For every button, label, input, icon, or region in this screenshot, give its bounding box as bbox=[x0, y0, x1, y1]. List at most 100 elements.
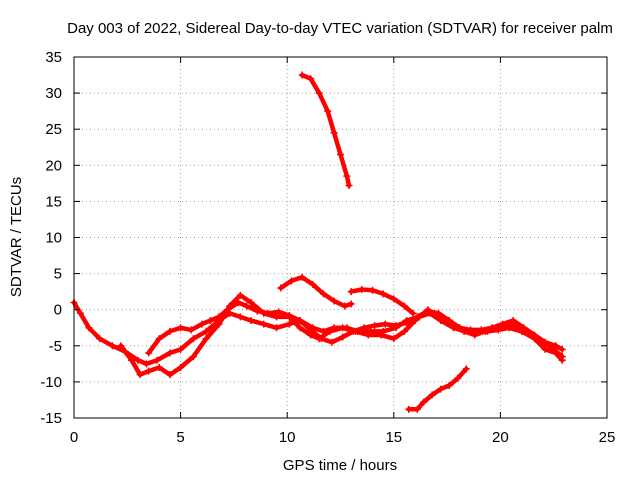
data-point bbox=[347, 300, 355, 308]
data-point bbox=[358, 285, 366, 293]
x-tick-label: 25 bbox=[599, 429, 616, 446]
y-tick-label: 5 bbox=[54, 266, 62, 283]
data-point bbox=[243, 302, 251, 310]
data-point bbox=[198, 320, 206, 328]
data-point bbox=[488, 324, 496, 332]
data-point bbox=[326, 327, 334, 335]
data-point bbox=[128, 356, 136, 364]
y-axis-label: SDTVAR / TECUs bbox=[8, 177, 25, 297]
data-point bbox=[76, 309, 84, 317]
data-point bbox=[285, 311, 293, 319]
x-tick-label: 10 bbox=[279, 429, 296, 446]
data-point bbox=[166, 327, 174, 335]
data-point bbox=[155, 335, 163, 343]
x-tick-labels: 0 5 10 15 20 25 bbox=[70, 429, 616, 446]
x-tick-label: 20 bbox=[492, 429, 509, 446]
data-point bbox=[224, 306, 232, 314]
data-point bbox=[215, 313, 223, 321]
series-track-f bbox=[299, 72, 352, 188]
data-point bbox=[499, 320, 507, 328]
data-point bbox=[189, 353, 197, 361]
data-point bbox=[187, 326, 195, 334]
data-point bbox=[153, 356, 161, 364]
data-point bbox=[343, 172, 351, 180]
data-point bbox=[435, 309, 443, 317]
plot-frame bbox=[73, 56, 608, 419]
data-point bbox=[177, 363, 185, 371]
data-point bbox=[273, 313, 281, 321]
y-tick-label: -5 bbox=[49, 338, 62, 355]
data-point bbox=[117, 342, 125, 350]
data-point bbox=[296, 324, 304, 332]
y-tick-label: 10 bbox=[45, 230, 62, 247]
y-tick-label: 20 bbox=[45, 157, 62, 174]
data-point bbox=[134, 356, 142, 364]
data-point bbox=[298, 71, 306, 79]
data-point bbox=[471, 331, 479, 339]
y-tick-label: 15 bbox=[45, 193, 62, 210]
data-point bbox=[405, 405, 413, 413]
data-point bbox=[177, 345, 185, 353]
data-point bbox=[85, 324, 93, 332]
data-point bbox=[400, 302, 408, 310]
data-point bbox=[247, 317, 255, 325]
data-point bbox=[166, 371, 174, 379]
data-point bbox=[371, 322, 379, 330]
y-tick-label: 25 bbox=[45, 121, 62, 138]
data-point bbox=[456, 324, 464, 332]
data-point bbox=[467, 326, 475, 334]
data-point bbox=[379, 290, 387, 298]
data-point bbox=[177, 324, 185, 332]
data-point bbox=[390, 335, 398, 343]
data-point bbox=[202, 327, 210, 335]
data-point bbox=[108, 342, 116, 350]
data-point bbox=[298, 273, 306, 281]
data-point bbox=[392, 322, 400, 330]
data-point bbox=[541, 338, 549, 346]
data-point bbox=[364, 331, 372, 339]
data-point bbox=[337, 150, 344, 158]
data-point bbox=[454, 374, 462, 382]
data-point bbox=[315, 89, 323, 97]
data-point bbox=[264, 309, 272, 317]
data-point bbox=[477, 326, 485, 334]
data-point bbox=[445, 317, 453, 325]
data-point bbox=[413, 405, 421, 413]
x-tick-label: 5 bbox=[176, 429, 184, 446]
data-point bbox=[202, 335, 210, 343]
data-point bbox=[339, 324, 347, 332]
data-point bbox=[136, 371, 144, 379]
data-point bbox=[403, 319, 411, 327]
data-point bbox=[330, 297, 338, 305]
axis-ticks bbox=[73, 56, 608, 419]
data-point bbox=[390, 295, 398, 303]
data-point bbox=[347, 288, 355, 296]
data-point bbox=[317, 335, 325, 343]
data-point bbox=[275, 308, 283, 316]
data-point bbox=[296, 317, 304, 325]
data-point bbox=[309, 280, 317, 288]
data-point bbox=[260, 320, 268, 328]
data-point bbox=[437, 385, 445, 393]
y-tick-label: -15 bbox=[40, 410, 62, 427]
y-tick-labels: -15 -10 -5 0 5 10 15 20 25 30 35 bbox=[40, 49, 62, 427]
series-track-g bbox=[406, 366, 469, 412]
y-tick-label: 30 bbox=[45, 85, 62, 102]
data-point bbox=[413, 313, 421, 321]
x-axis-label: GPS time / hours bbox=[283, 457, 397, 474]
data-point bbox=[236, 313, 244, 321]
data-point bbox=[285, 320, 293, 328]
data-series bbox=[70, 71, 566, 413]
data-point bbox=[368, 286, 376, 294]
grid-lines bbox=[74, 57, 607, 418]
data-point bbox=[345, 182, 353, 190]
chart-title: Day 003 of 2022, Sidereal Day-to-day VTE… bbox=[67, 20, 613, 37]
data-point bbox=[531, 331, 539, 339]
data-point bbox=[247, 298, 255, 306]
data-point bbox=[445, 382, 453, 390]
data-point bbox=[324, 107, 332, 115]
data-point bbox=[424, 307, 432, 315]
data-point bbox=[330, 129, 338, 137]
data-point bbox=[360, 324, 368, 332]
data-point bbox=[155, 363, 163, 371]
